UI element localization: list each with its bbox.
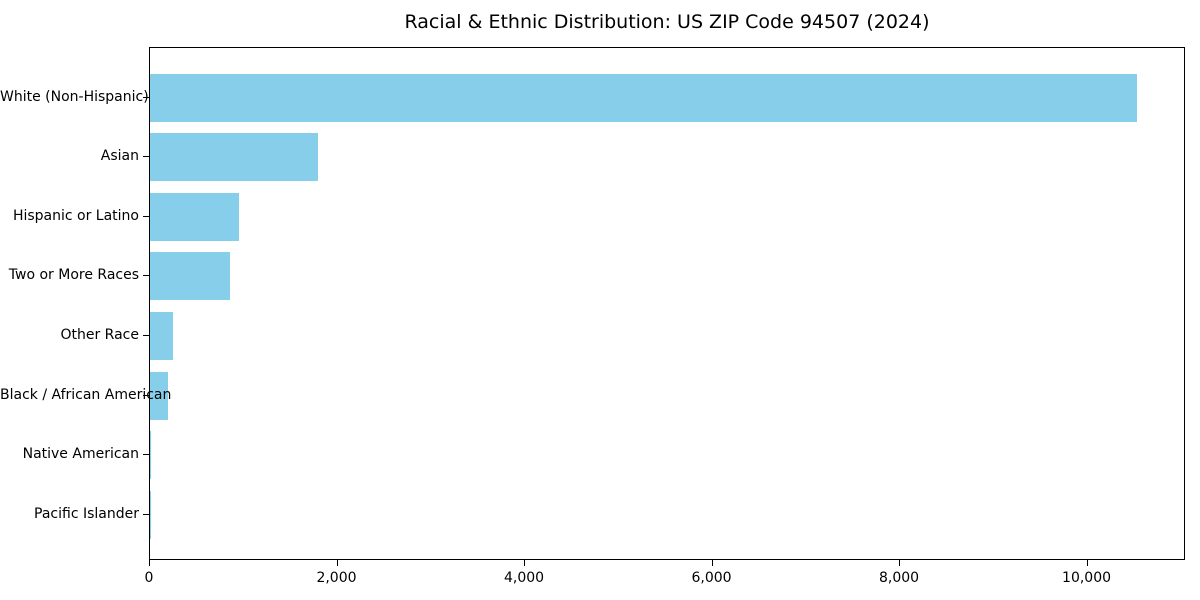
x-tick-label-2-000: 2,000 [316,570,357,586]
x-tick-label-0: 0 [144,570,154,586]
x-tick-mark [1086,560,1088,566]
y-tick-label-white-non-hispanic: White (Non-Hispanic) [0,88,149,105]
x-tick-mark [899,560,901,566]
chart-title: Racial & Ethnic Distribution: US ZIP Cod… [404,11,930,33]
y-tick-mark [143,156,149,158]
y-tick-label-black-african-american: Black / African American [0,386,172,403]
bar-other-race [150,312,173,361]
y-tick-mark [143,454,149,456]
x-tick-label-6-000: 6,000 [691,570,732,586]
bar-hispanic-or-latino [150,192,240,241]
x-tick-label-4-000: 4,000 [503,570,545,586]
y-tick-mark [143,275,149,277]
y-tick-label-native-american: Native American [22,446,139,463]
y-tick-mark [143,215,149,217]
x-tick-label-10-000: 10,000 [1062,570,1112,586]
x-tick-mark [524,560,526,566]
y-tick-label-two-or-more-races: Two or More Races [8,267,139,284]
x-tick-label-8-000: 8,000 [878,570,920,586]
plot-area [149,47,1185,560]
y-tick-mark [143,513,149,515]
bar-asian [150,133,318,182]
y-tick-mark [143,335,149,337]
y-tick-mark [143,394,149,396]
bar-black-african-american [150,371,168,420]
x-tick-mark [149,560,150,566]
y-tick-mark [143,96,149,98]
bar-native-american [150,431,152,480]
bar-pacific-islander [150,490,151,539]
x-tick-mark [711,560,713,566]
y-tick-label-other-race: Other Race [60,327,139,344]
y-tick-label-hispanic-or-latino: Hispanic or Latino [12,207,139,224]
x-tick-mark [336,560,338,566]
bar-two-or-more-races [150,252,230,301]
bar-white-non-hispanic [150,73,1138,122]
y-tick-label-pacific-islander: Pacific Islander [34,505,139,522]
y-tick-label-asian: Asian [100,148,139,165]
